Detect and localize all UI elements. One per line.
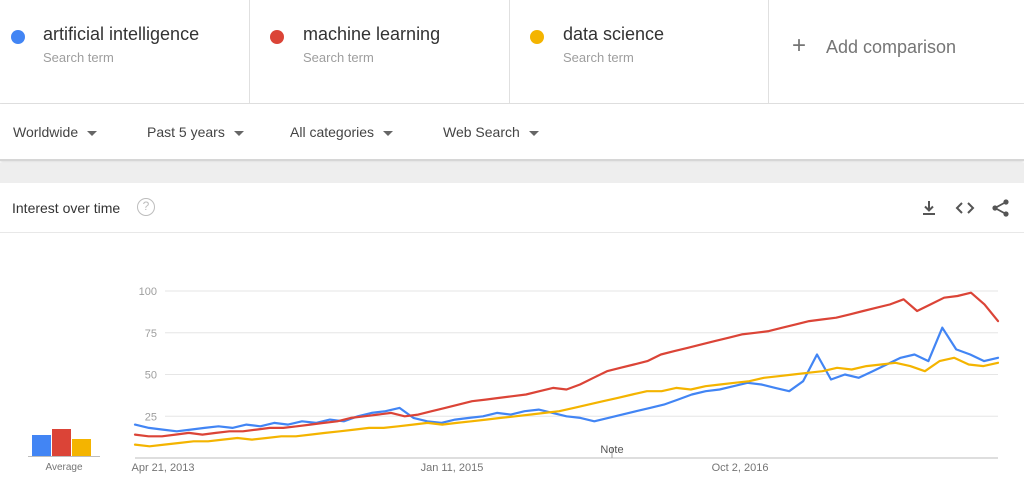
time-filter-label: Past 5 years — [147, 124, 225, 140]
plus-icon: + — [792, 32, 807, 59]
caret-down-icon — [528, 130, 539, 136]
term-type-label: Search term — [563, 50, 634, 65]
note-annotation: Note — [600, 444, 623, 456]
interest-line-chart[interactable]: 25 50 75 100 Apr 21, 2013 Jan 11, 2015 Oct 2, … — [0, 183, 1024, 498]
term-type-label: Search term — [43, 50, 114, 65]
caret-down-icon — [383, 130, 394, 136]
share-icon[interactable] — [990, 197, 1012, 219]
region-filter[interactable]: Worldwide — [13, 124, 98, 140]
term-name: data science — [563, 24, 665, 44]
x-tick-label: Oct 2, 2016 — [712, 462, 769, 474]
search-term-3[interactable]: data science Search term — [510, 0, 769, 104]
search-terms-bar: artificial intelligence Search term mach… — [0, 0, 1024, 104]
caret-down-icon — [233, 130, 244, 136]
category-filter-label: All categories — [290, 124, 375, 140]
x-tick-label: Apr 21, 2013 — [132, 462, 195, 474]
search-term-2[interactable]: machine learning Search term — [250, 0, 510, 104]
average-bar-ds — [72, 438, 91, 457]
y-tick-label: 100 — [139, 286, 157, 298]
y-tick-label: 25 — [145, 411, 157, 423]
caret-down-icon — [87, 130, 98, 136]
embed-code-icon[interactable] — [954, 197, 976, 219]
add-comparison-button[interactable]: + Add comparison — [769, 0, 1024, 104]
y-tick-label: 75 — [145, 328, 157, 340]
average-bar-ai — [32, 435, 51, 457]
average-bar-ml — [52, 429, 71, 457]
search-type-filter[interactable]: Web Search — [443, 124, 539, 140]
filters-bar: Worldwide Past 5 years All categories We… — [0, 104, 1024, 161]
average-label: Average — [45, 462, 83, 473]
time-filter[interactable]: Past 5 years — [147, 124, 244, 140]
add-comparison-label: Add comparison — [826, 37, 957, 57]
y-tick-label: 50 — [145, 370, 157, 382]
term-type-label: Search term — [303, 50, 374, 65]
term-color-dot — [270, 30, 284, 44]
term-color-dot — [530, 30, 544, 44]
category-filter[interactable]: All categories — [290, 124, 394, 140]
term-name: artificial intelligence — [43, 24, 200, 44]
download-icon[interactable] — [918, 197, 940, 219]
interest-over-time-card: Interest over time ? Average 25 50 75 10 — [0, 183, 1024, 498]
x-tick-label: Jan 11, 2015 — [421, 462, 484, 474]
search-type-filter-label: Web Search — [443, 124, 520, 140]
series-line — [133, 326, 1000, 433]
term-name: machine learning — [303, 24, 441, 44]
help-icon[interactable]: ? — [137, 198, 155, 216]
card-title: Interest over time — [12, 200, 121, 216]
section-divider — [0, 163, 1024, 183]
region-filter-label: Worldwide — [13, 124, 79, 140]
series-line — [133, 291, 1000, 438]
average-bars — [28, 387, 100, 457]
series-line — [133, 356, 1000, 448]
term-color-dot — [11, 30, 25, 44]
average-baseline — [28, 456, 100, 457]
search-term-1[interactable]: artificial intelligence Search term — [0, 0, 250, 104]
card-header: Interest over time ? — [0, 183, 1024, 233]
